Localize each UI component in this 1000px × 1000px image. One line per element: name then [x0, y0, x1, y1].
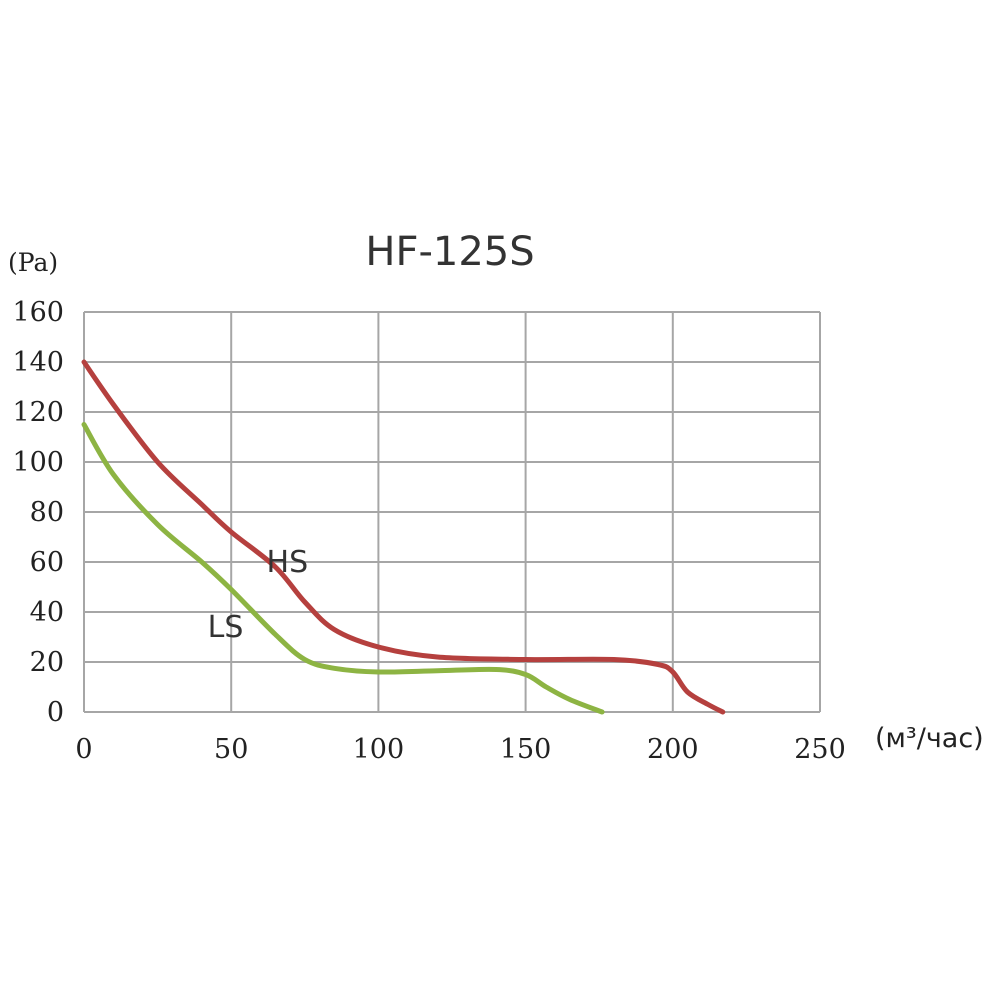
y-tick-label: 100 — [12, 447, 64, 478]
series-line-ls — [81, 422, 605, 715]
x-tick-label: 0 — [75, 734, 92, 765]
x-tick-label: 200 — [647, 734, 699, 765]
x-axis-ticks: 0 50 100 150 200 250 — [75, 734, 845, 765]
y-tick-label: 120 — [12, 397, 64, 428]
y-axis-ticks: 0 20 40 60 80 100 120 140 160 — [12, 297, 64, 728]
x-tick-label: 100 — [353, 734, 405, 765]
x-tick-label: 150 — [500, 734, 552, 765]
x-axis-unit-label: (м³/час) — [875, 723, 984, 754]
y-tick-label: 80 — [30, 497, 64, 528]
series-label-hs: HS — [267, 545, 309, 580]
series-lines — [81, 359, 726, 715]
y-tick-label: 160 — [12, 297, 64, 328]
y-axis-unit-label: (Pa) — [8, 248, 58, 277]
series-label-ls: LS — [208, 610, 244, 645]
y-tick-label: 140 — [12, 347, 64, 378]
chart-title: HF-125S — [365, 229, 534, 275]
grid-lines — [83, 311, 821, 713]
series-line-hs — [81, 359, 726, 715]
x-tick-label: 50 — [214, 734, 248, 765]
y-tick-label: 20 — [30, 647, 64, 678]
y-tick-label: 0 — [47, 697, 64, 728]
x-tick-label: 250 — [794, 734, 846, 765]
y-tick-label: 60 — [30, 547, 64, 578]
y-tick-label: 40 — [30, 597, 64, 628]
series-labels: HS LS — [208, 545, 308, 645]
